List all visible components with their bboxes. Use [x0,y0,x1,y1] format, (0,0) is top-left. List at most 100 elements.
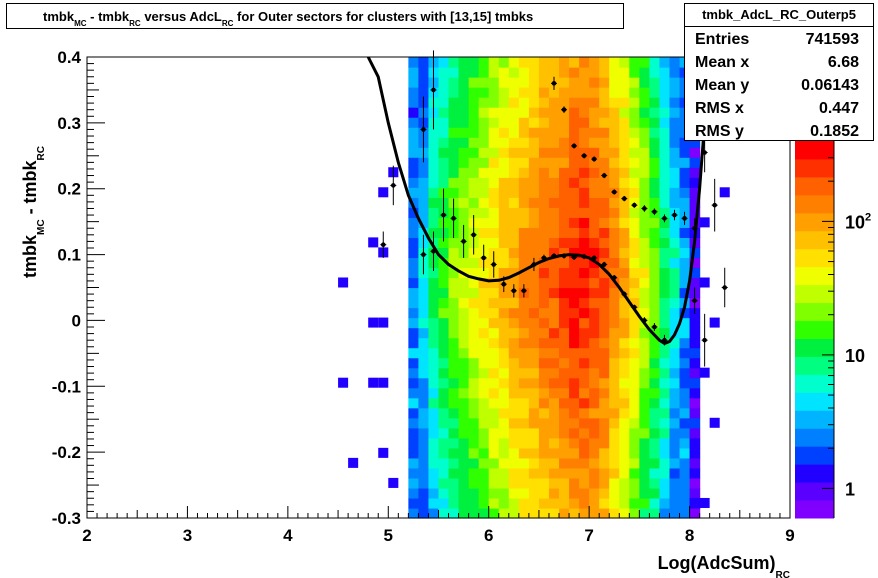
heatmap-cell [448,327,460,339]
heatmap-cell [448,347,460,359]
heatmap-cell [669,237,681,249]
heatmap-cell [649,467,661,479]
heatmap-cell [589,187,600,198]
y-tick-label: 0.4 [57,48,81,67]
stats-label: Entries [695,31,750,48]
heatmap-cell [559,197,570,208]
heatmap-cell [689,327,701,339]
heatmap-cell [418,337,430,349]
heatmap-cell [579,427,590,439]
heatmap-cell [589,57,600,68]
heatmap-cell [408,77,420,88]
heatmap-cell [508,217,520,228]
heatmap-cell [408,267,420,279]
heatmap-cell [689,457,701,469]
heatmap-cell [609,377,620,389]
heatmap-cell [679,137,691,148]
data-point [671,209,678,221]
heatmap-cell [679,427,691,439]
heatmap-cell [639,147,650,158]
heatmap-cell [508,167,520,178]
heatmap-cell [579,327,590,339]
heatmap-cell [458,347,470,359]
heatmap-cell [458,157,470,168]
heatmap-cell [599,447,610,459]
data-point [581,153,588,159]
heatmap-cell [518,297,530,309]
title-segment: for Outer sectors for clusters with [13,… [233,9,534,24]
heatmap-cell [559,387,570,399]
heatmap-cell [508,177,520,188]
heatmap-cell [518,377,530,389]
heatmap-cell [659,137,671,148]
heatmap-cell [428,487,440,499]
heatmap-cell [488,327,500,339]
heatmap-cell [508,347,520,359]
heatmap-cell [669,247,681,259]
heatmap-cell [528,217,540,228]
heatmap-cell [428,477,440,489]
heatmap-cell [559,427,570,439]
heatmap-cell [538,457,550,469]
heatmap-cell [559,317,570,329]
x-tick-label: 4 [283,526,293,545]
heatmap-cell [538,77,550,88]
heatmap-cell [438,57,450,68]
heatmap-cell [579,207,590,218]
heatmap-cell [669,157,681,168]
heatmap-cell [629,297,640,309]
heatmap-cell [368,317,379,328]
heatmap-cell [599,267,610,279]
heatmap-cell [639,167,650,178]
heatmap-cell [589,247,600,259]
heatmap-cell [609,257,620,269]
heatmap-cell [639,127,650,138]
heatmap-cell [599,187,610,198]
heatmap-cell [508,147,520,158]
heatmap-cell [679,447,691,459]
heatmap-cell [408,457,420,469]
heatmap-cell [408,257,420,269]
heatmap-cell [619,97,630,108]
heatmap-cell [609,337,620,349]
heatmap-cell [498,127,510,138]
heatmap-cell [428,457,440,469]
heatmap-cell [589,167,600,178]
heatmap-cell [679,497,691,509]
heatmap-cell [589,457,600,469]
heatmap-cell [619,317,630,329]
heatmap-cell [528,297,540,309]
heatmap-cell [518,137,530,148]
heatmap-cell [438,137,450,148]
heatmap-cell [689,487,701,499]
heatmap-cell [599,387,610,399]
heatmap-cell [538,177,550,188]
heatmap-cell [458,107,470,118]
heatmap-cell [649,257,661,269]
heatmap-cell [488,497,500,509]
heatmap-cell [599,157,610,168]
heatmap-cell [458,137,470,148]
heatmap-cell [609,417,620,429]
heatmap-cell [649,337,661,349]
heatmap-cell [679,157,691,168]
heatmap-cell [589,267,600,279]
heatmap-cell [669,197,681,208]
heatmap-cell [448,97,460,108]
data-point [601,172,608,179]
heatmap-cell [418,67,430,78]
heatmap-cell [448,317,460,329]
heatmap-cell [468,407,480,419]
heatmap-cell [458,407,470,419]
y-tick-label: 0.2 [57,180,81,199]
heatmap-cell [709,317,720,328]
heatmap-cell [488,237,500,249]
heatmap-cell [448,147,460,158]
heatmap-cell [508,367,520,379]
heatmap-cell [458,207,470,218]
heatmap-cell [418,427,430,439]
heatmap-cell [468,167,480,178]
heatmap-cell [548,257,560,269]
heatmap-cell [488,367,500,379]
heatmap-cell [679,357,691,369]
